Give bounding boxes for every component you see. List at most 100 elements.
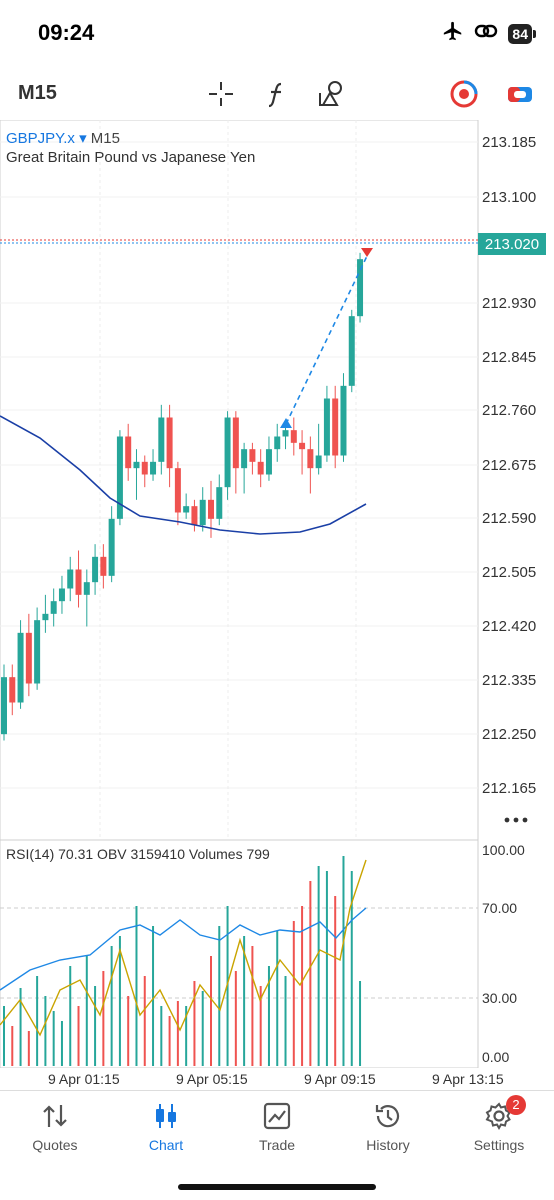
level-0: 0.00 [482,1049,509,1065]
function-icon[interactable] [261,78,293,110]
objects-icon[interactable] [316,78,348,110]
candle [232,411,239,494]
obv-line [0,907,367,991]
candle [348,309,355,393]
level-70: 70.00 [482,900,517,916]
candle [191,499,198,532]
trade-signal-icon[interactable] [448,78,480,110]
status-icons: 84 [442,20,536,47]
candle [133,449,140,500]
price-chart-canvas[interactable]: 213.020 213.185 213.100 212.930 212.845 212.… [0,119,554,841]
candle [141,455,148,488]
current-price-label: 213.020 [485,236,539,253]
candle [92,544,99,595]
candle [274,423,281,462]
tab-chart-label: Chart [148,1137,184,1153]
tab-history[interactable]: History [333,1091,443,1181]
candle [249,442,256,475]
candle [50,588,57,627]
tab-settings[interactable]: 2 Settings [444,1091,554,1181]
candle [323,385,330,462]
candle [357,252,364,323]
crosshair-icon[interactable] [205,78,237,110]
candle [83,569,90,627]
account-icon[interactable] [504,78,536,110]
candle [100,544,107,589]
moving-average-line [0,415,367,535]
link-icon [474,20,498,47]
candle [257,449,264,488]
candle [9,664,16,716]
current-price-tag [478,233,546,255]
chart-icon [156,1104,176,1128]
symbol-label[interactable]: GBPJPY.x ▾ M15 [6,130,120,147]
settings-badge: 2 [506,1095,526,1115]
candle [17,620,24,709]
candle [265,436,272,481]
candle [332,385,339,469]
candle [25,613,32,697]
indicator-panel[interactable]: RSI(14) 70.31 OBV 3159410 Volumes 799 10… [0,839,554,1069]
tab-history-label: History [366,1137,410,1153]
price-tick: 212.250 [482,726,536,743]
price-tick: 212.505 [482,564,536,581]
indicator-legend: RSI(14) 70.31 OBV 3159410 Volumes 799 [6,846,270,862]
time-axis: 9 Apr 01:15 9 Apr 05:15 9 Apr 09:15 9 Ap… [0,1068,554,1090]
price-tick: 212.165 [482,780,536,797]
timeframe-button[interactable]: M15 [18,82,57,104]
status-bar: 09:24 84 [0,0,554,66]
candle [241,442,248,494]
candle [1,664,7,741]
candle [58,575,65,614]
candle [158,404,165,475]
tab-quotes[interactable]: Quotes [0,1091,110,1181]
tab-chart[interactable]: Chart [111,1091,221,1181]
tab-settings-label: Settings [473,1137,525,1153]
candle [108,506,115,583]
candle [42,594,49,633]
symbol-description: Great Britain Pound vs Japanese Yen [6,149,255,166]
candle [290,417,297,456]
price-chart[interactable]: 213.020 213.185 213.100 212.930 212.845 212.… [0,119,554,841]
candle [75,550,82,608]
candle [315,423,322,475]
time-label-0115: 9 Apr 01:15 [48,1071,120,1087]
candle [174,461,181,526]
trade-icon [263,1102,291,1130]
quotes-icon [43,1105,67,1127]
sell-arrow-icon [361,248,373,257]
more-options-icon[interactable] [504,817,528,823]
candle [125,423,132,481]
price-tick: 212.420 [482,618,536,635]
history-icon [375,1105,400,1128]
candle [216,474,223,526]
bottom-tab-bar: Quotes Chart Trade History 2 Settings [0,1090,554,1181]
tab-trade[interactable]: Trade [222,1091,332,1181]
rsi-line [0,859,367,1037]
candle [116,430,123,526]
price-tick: 212.590 [482,510,536,527]
candle [166,404,173,488]
candle [183,493,190,519]
buy-arrow-icon [280,418,292,428]
tab-trade-label: Trade [258,1137,296,1153]
price-tick: 212.845 [482,349,536,366]
candle [307,436,314,494]
candle [340,373,347,462]
status-time: 09:24 [38,20,95,45]
indicator-canvas[interactable]: RSI(14) 70.31 OBV 3159410 Volumes 799 10… [0,839,554,1069]
time-label-0915: 9 Apr 09:15 [304,1071,376,1087]
home-indicator [178,1184,376,1190]
candle [282,423,289,450]
candle [34,607,41,690]
time-label-0515: 9 Apr 05:15 [176,1071,248,1087]
price-tick: 212.930 [482,295,536,312]
price-tick: 212.675 [482,457,536,474]
price-tick: 212.335 [482,672,536,689]
tab-quotes-label: Quotes [32,1137,78,1153]
airplane-icon [442,20,464,47]
candle [199,487,206,532]
level-30: 30.00 [482,990,517,1006]
price-tick: 212.760 [482,402,536,419]
candle [224,411,231,500]
